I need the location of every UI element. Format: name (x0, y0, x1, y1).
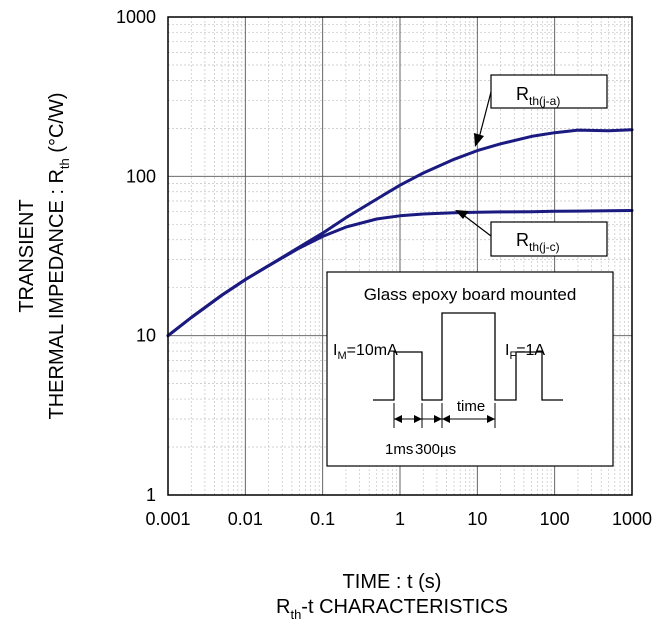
y-axis-label-rest: (°C/W) (46, 92, 68, 158)
legend-rth-ja-main: R (516, 84, 529, 104)
chart-title-rest: -t CHARACTERISTICS (301, 596, 508, 618)
x-tick-label: 0.01 (228, 509, 263, 529)
legend-rth-jc-arrowhead (455, 210, 469, 219)
legend-rth-ja-pointer (477, 91, 492, 143)
legend-rth-jc-box (490, 221, 608, 257)
legend-rth-jc-sub: th(j-c) (529, 240, 560, 254)
series-line-rth-jc (166, 209, 634, 338)
legend-rth-jc-main: R (516, 230, 529, 250)
inset-im-label: IM=10mA (333, 342, 398, 362)
inset-waveform (373, 312, 563, 401)
inset-if-main: I (505, 342, 509, 359)
inset-time-arrowhead-right (487, 415, 495, 423)
y-axis-label-line1: TRANSIENT (16, 199, 38, 312)
inset-if-sub: F (509, 350, 516, 362)
chart-title: Rth-t CHARACTERISTICS (276, 596, 508, 622)
inset-pulse-width-label: 1ms (385, 441, 413, 458)
x-tick-label: 10 (467, 509, 487, 529)
inset-im-main: I (333, 342, 337, 359)
legend-rth-jc: Rth(j-c) (455, 210, 608, 257)
legend-rth-ja-arrowhead (474, 133, 484, 147)
legend-rth-ja-sub: th(j-a) (529, 94, 560, 108)
x-tick-labels: 0.001 0.01 0.1 1 10 100 1000 (145, 509, 652, 529)
series-layer (166, 128, 634, 338)
chart-title-sub: th (290, 607, 301, 622)
inset-im-sub: M (337, 350, 346, 362)
legend-rth-jc-pointer (461, 213, 492, 237)
x-tick-label: 0.001 (145, 509, 190, 529)
inset-1ms-arrowhead-left (394, 415, 402, 423)
inset-gap-label: 300µs (415, 441, 456, 458)
x-tick-label: 1000 (612, 509, 652, 529)
y-axis-label-main: THERMAL IMPEDANCE : R (46, 169, 68, 419)
legend-rth-jc-label: Rth(j-c) (516, 230, 560, 254)
y-axis-label-line2: THERMAL IMPEDANCE : Rth (°C/W) (46, 92, 72, 419)
inset-box (326, 271, 614, 467)
chart-title-main: R (276, 596, 290, 618)
plot-frame (167, 16, 633, 496)
inset-1ms-arrowhead-right (414, 415, 422, 423)
inset-if-label: IF=1A (505, 342, 545, 362)
y-axis-label-sub: th (57, 158, 72, 169)
legend-rth-ja: Rth(j-a) (474, 74, 608, 147)
inset-time-arrowhead-left (442, 415, 450, 423)
y-tick-label: 1000 (116, 7, 156, 27)
x-axis-label: TIME : t (s) (343, 571, 442, 593)
y-tick-label: 1 (146, 485, 156, 505)
legend-rth-ja-box (490, 74, 608, 109)
inset-title: Glass epoxy board mounted (364, 285, 577, 304)
y-tick-labels: 1 10 100 1000 (116, 7, 156, 505)
x-tick-label: 1 (395, 509, 405, 529)
inset-if-rest: =1A (516, 342, 545, 359)
inset-panel: Glass epoxy board mounted IM=10mA IF=1A … (326, 271, 614, 467)
y-tick-label: 100 (126, 166, 156, 186)
x-tick-label: 100 (540, 509, 570, 529)
inset-im-rest: =10mA (347, 342, 398, 359)
x-tick-label: 0.1 (310, 509, 335, 529)
inset-time-label: time (457, 398, 485, 415)
legend-rth-ja-label: Rth(j-a) (516, 84, 560, 108)
inset-gap-arrowhead-right (434, 415, 442, 423)
y-tick-label: 10 (136, 326, 156, 346)
